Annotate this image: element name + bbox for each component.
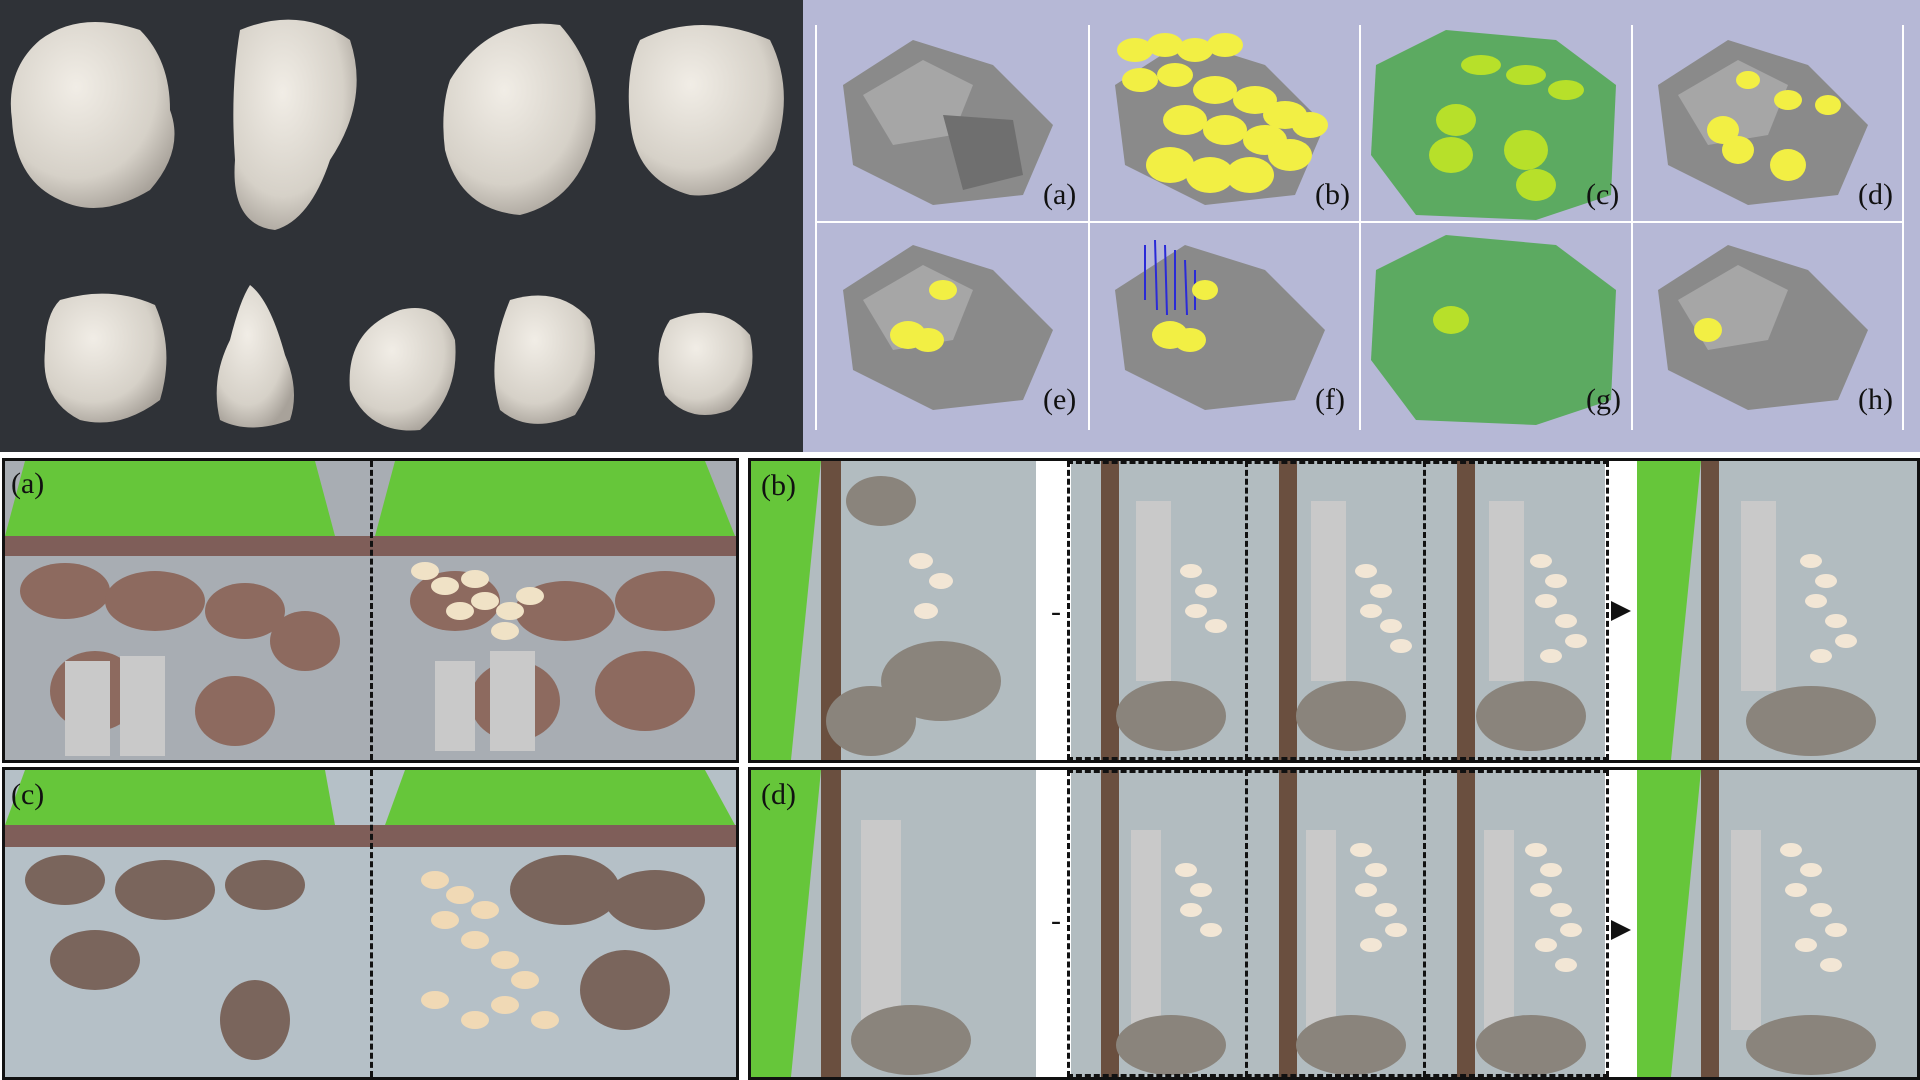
frame-d-4 (1427, 770, 1605, 1077)
frame-d-2 (1071, 770, 1249, 1077)
stone-1 (10, 22, 175, 208)
grid-lines (815, 25, 1904, 430)
label-bottom-d: (d) (761, 778, 796, 811)
dash-d-2 (1423, 770, 1426, 1077)
stone-6 (216, 285, 294, 428)
sim-cell-c (1371, 30, 1616, 220)
label-g: (g) (1586, 383, 1621, 416)
svg-text:-: - (1051, 904, 1061, 937)
dashed-group-d (1067, 770, 1609, 1077)
sequence-panel-b: (b) - (748, 458, 1920, 763)
sequence-panel-d: (d) - (748, 767, 1920, 1080)
stones-photo (0, 0, 803, 452)
svg-text:-: - (1051, 595, 1061, 628)
dash-b-1 (1245, 461, 1248, 760)
label-bottom-a: (a) (11, 467, 45, 500)
frame-d-3 (1249, 770, 1427, 1077)
sim-cell-e (843, 245, 1053, 410)
stones-illustration (10, 19, 784, 431)
dash-b-2 (1423, 461, 1426, 760)
label-d: (d) (1858, 178, 1893, 211)
stone-4 (628, 25, 784, 196)
sim-cell-d (1658, 40, 1868, 205)
stone-8 (494, 295, 595, 424)
photo-panel-c: (c) (2, 767, 739, 1080)
frame-b-4 (1427, 461, 1605, 760)
stone-7 (349, 308, 456, 431)
sim-cell-g (1371, 235, 1616, 425)
stone-3 (443, 23, 596, 215)
sequence-d-illustration: - (751, 770, 1917, 1077)
label-bottom-b: (b) (761, 469, 796, 502)
frame-b-3 (1249, 461, 1427, 760)
label-e: (e) (1043, 383, 1077, 416)
sim-cell-f (1115, 239, 1325, 410)
label-f: (f) (1315, 383, 1345, 416)
frame-b-2 (1071, 461, 1249, 760)
sim-cell-b (1115, 33, 1328, 205)
dashed-group-b (1067, 461, 1609, 760)
dash-d-1 (1245, 770, 1248, 1077)
stone-5 (44, 293, 167, 423)
frame-b-5 (1637, 461, 1917, 760)
photo-panel-a: (a) (2, 458, 739, 763)
label-c: (c) (1586, 178, 1620, 211)
label-a: (a) (1043, 178, 1077, 211)
label-b: (b) (1315, 178, 1350, 211)
simulation-grid: (a) (b) (c) (d) (803, 0, 1920, 452)
sim-cell-a (843, 40, 1053, 205)
label-bottom-c: (c) (11, 778, 45, 811)
sequence-b-illustration: - (751, 461, 1917, 760)
frame-d-5 (1637, 770, 1917, 1077)
stone-2 (233, 19, 357, 231)
frame-b-1 (751, 461, 1036, 760)
sim-cell-h (1658, 245, 1868, 410)
divider-c (370, 770, 373, 1077)
divider-a (370, 461, 373, 760)
stone-9 (658, 312, 753, 415)
frame-d-1 (751, 770, 1036, 1077)
label-h: (h) (1858, 383, 1893, 416)
